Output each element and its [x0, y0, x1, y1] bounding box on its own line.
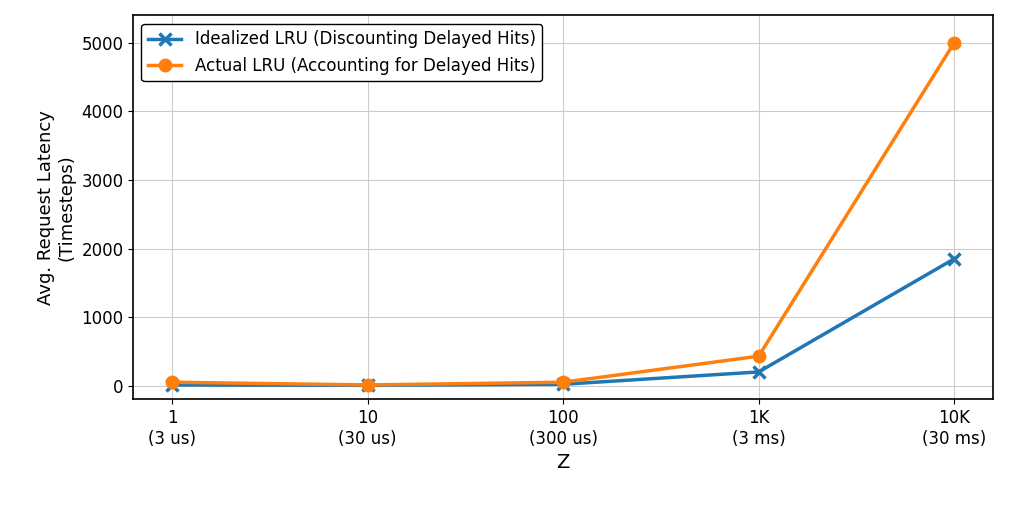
Actual LRU (Accounting for Delayed Hits) — [166, 379, 178, 386]
Idealized LRU (Discounting Delayed Hits) — [753, 369, 765, 375]
Idealized LRU (Discounting Delayed Hits) — [948, 255, 961, 262]
Line: Actual LRU (Accounting for Delayed Hits): Actual LRU (Accounting for Delayed Hits) — [166, 36, 961, 391]
X-axis label: Z: Z — [556, 454, 570, 473]
Actual LRU (Accounting for Delayed Hits) — [361, 382, 374, 388]
Idealized LRU (Discounting Delayed Hits) — [557, 381, 569, 388]
Line: Idealized LRU (Discounting Delayed Hits): Idealized LRU (Discounting Delayed Hits) — [166, 252, 961, 392]
Y-axis label: Avg. Request Latency
(Timesteps): Avg. Request Latency (Timesteps) — [37, 110, 76, 305]
Idealized LRU (Discounting Delayed Hits) — [166, 382, 178, 388]
Actual LRU (Accounting for Delayed Hits) — [753, 353, 765, 359]
Actual LRU (Accounting for Delayed Hits) — [948, 40, 961, 46]
Idealized LRU (Discounting Delayed Hits) — [361, 382, 374, 389]
Actual LRU (Accounting for Delayed Hits) — [557, 379, 569, 386]
Legend: Idealized LRU (Discounting Delayed Hits), Actual LRU (Accounting for Delayed Hit: Idealized LRU (Discounting Delayed Hits)… — [141, 24, 543, 81]
